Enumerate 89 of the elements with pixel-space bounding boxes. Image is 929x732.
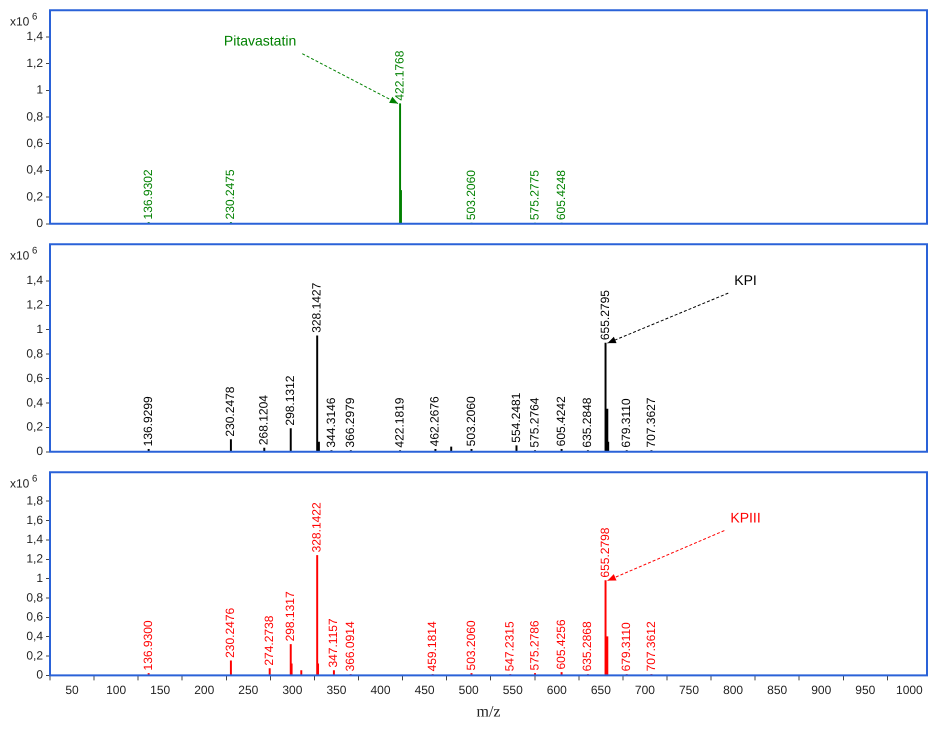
annotation: 679.3110: [619, 622, 634, 672]
annotation: 344.3146: [324, 397, 338, 448]
annotation: 635.2848: [580, 397, 594, 448]
annotation: 575.2786: [527, 620, 542, 670]
y-tick-label: 1,2: [26, 298, 44, 312]
annotation: 679.3110: [619, 398, 634, 448]
annotation: 274.2738: [262, 615, 276, 666]
y-tick-label: 0,8: [26, 346, 44, 360]
y-tick-label: 0,4: [26, 395, 44, 410]
y-tick-label: 1,6: [26, 512, 44, 527]
annotation: 136.9300: [140, 620, 155, 670]
annotation: 230.2475: [223, 169, 238, 220]
y-tick-label: 0,4: [26, 162, 44, 177]
annotation: 605.4248: [554, 170, 568, 220]
x-tick-label: 350: [326, 682, 347, 697]
x-tick-label: 550: [502, 682, 524, 697]
annotation: 268.1204: [256, 394, 271, 446]
y-tick-label: 0,4: [26, 629, 44, 644]
annotation: 575.2764: [527, 397, 542, 448]
annotation: 230.2476: [223, 608, 238, 658]
y-tick-label: 1: [36, 570, 44, 585]
annotation: 655.2798: [598, 527, 612, 578]
annotation: 136.9299: [140, 396, 155, 446]
annotation: 459.1814: [425, 621, 440, 672]
y-tick-label: 1,2: [26, 56, 44, 70]
y-tick-label: 0,8: [26, 590, 44, 604]
y-tick-label: 0: [36, 668, 44, 682]
annotation: 136.9302: [140, 169, 155, 220]
annotation: 503.2060: [464, 170, 478, 220]
annotation: 605.4242: [554, 396, 568, 446]
x-tick-label: 150: [150, 682, 171, 697]
x-tick-label: 50: [65, 682, 80, 697]
y-tick-label: 1: [36, 322, 44, 336]
annotation: 298.1317: [283, 591, 298, 642]
x-axis-title: m/z: [476, 704, 500, 721]
x-tick-label: 100: [106, 682, 126, 697]
annotation: 347.1157: [326, 618, 340, 668]
x-tick-label: 300: [282, 682, 303, 697]
annotation: 554.2481: [508, 392, 523, 443]
x-tick-label: 450: [414, 682, 435, 697]
y-tick-label: 1,4: [26, 29, 44, 44]
x-tick-label: 700: [634, 682, 656, 697]
annotation: 366.0914: [342, 621, 357, 672]
x-tick-label: 250: [238, 682, 259, 697]
y-tick-label: 1,4: [26, 273, 44, 288]
x-tick-label: 750: [679, 682, 700, 697]
x-tick-label: 850: [767, 682, 788, 697]
annotation: 707.3612: [644, 621, 658, 672]
y-tick-label: 0,2: [26, 648, 44, 662]
annotation: 462.2676: [428, 396, 442, 446]
x-tick-label: 900: [811, 682, 832, 697]
x-tick-label: 600: [546, 682, 568, 697]
y-tick-label: 0,2: [26, 189, 44, 204]
annotation: 655.2795: [598, 290, 612, 340]
annotation: 575.2775: [527, 170, 542, 220]
annotation: KPI: [734, 272, 757, 288]
annotation: KPIII: [730, 509, 761, 526]
x-tick-label: 800: [723, 682, 744, 697]
x-tick-label: 200: [194, 682, 215, 697]
annotation: 422.1819: [392, 397, 406, 448]
annotation: 298.1312: [283, 375, 298, 426]
annotation: 635.2868: [580, 621, 594, 672]
annotation: 503.2060: [464, 396, 478, 446]
x-tick-label: 400: [370, 682, 391, 697]
annotation: 503.2060: [464, 620, 478, 670]
annotation: 230.2478: [223, 386, 238, 437]
x-tick-label: 950: [855, 682, 876, 697]
annotation: 707.3627: [644, 397, 658, 448]
annotation: 422.1768: [392, 50, 406, 101]
x-tick-label: 650: [590, 682, 612, 697]
x-tick-label: 500: [458, 682, 479, 697]
y-tick-label: 1,8: [26, 494, 44, 508]
annotation: 605.4256: [554, 619, 568, 670]
annotation: 366.2979: [343, 397, 358, 448]
annotation: 328.1427: [310, 282, 324, 333]
y-tick-label: 0,6: [26, 136, 44, 150]
y-tick-label: 0: [36, 216, 44, 230]
y-tick-label: 0: [36, 444, 44, 458]
y-tick-label: 1,2: [26, 552, 44, 566]
annotation: 547.2315: [502, 621, 517, 672]
x-tick-label: 1000: [896, 682, 924, 697]
y-tick-label: 1: [36, 82, 44, 97]
y-tick-label: 0,8: [26, 109, 44, 124]
y-tick-label: 0,6: [26, 370, 44, 385]
annotation: Pitavastatin: [224, 32, 296, 49]
y-tick-label: 0,2: [26, 420, 44, 434]
y-tick-label: 1,4: [26, 532, 44, 546]
annotation: 328.1422: [310, 502, 324, 552]
y-tick-label: 0,6: [26, 610, 44, 624]
